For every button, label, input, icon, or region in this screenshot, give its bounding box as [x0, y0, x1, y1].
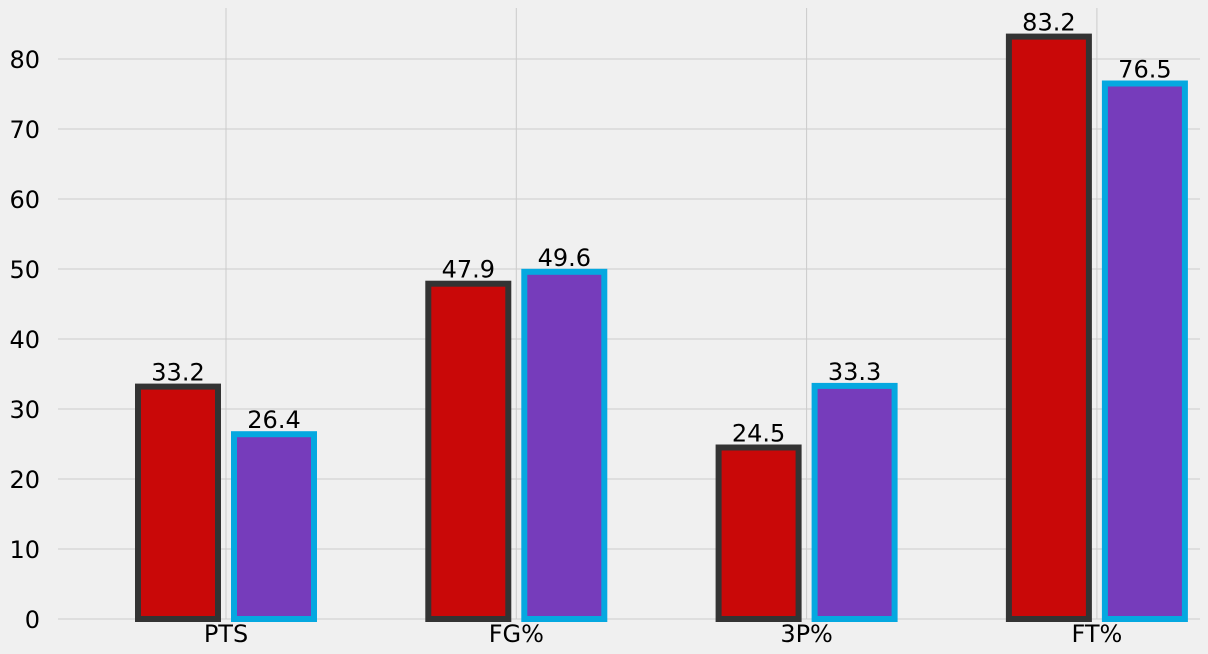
- bar-3p-pct-series-2: [811, 382, 898, 622]
- data-label: 33.3: [828, 358, 881, 386]
- bar-ft-pct-series-1: [1005, 33, 1092, 623]
- y-tick-label: 60: [9, 186, 40, 214]
- bar-ft-pct-series-2: [1101, 80, 1188, 622]
- data-label: 47.9: [442, 256, 495, 284]
- x-tick-label: PTS: [204, 620, 248, 648]
- bars: [135, 33, 1188, 623]
- y-tick-label: 40: [9, 326, 40, 354]
- data-label: 24.5: [732, 420, 785, 448]
- x-tick-label: FG%: [489, 620, 544, 648]
- y-tick-label: 30: [9, 396, 40, 424]
- y-tick-label: 50: [9, 256, 40, 284]
- y-axis-ticks: 0 10 20 30 40 50 60 70 80: [9, 46, 40, 634]
- y-tick-label: 10: [9, 536, 40, 564]
- x-tick-label: 3P%: [780, 620, 833, 648]
- y-tick-label: 0: [25, 606, 40, 634]
- bar-fg-pct-series-2: [521, 268, 608, 622]
- x-tick-label: FT%: [1071, 620, 1122, 648]
- data-label: 33.2: [151, 359, 204, 387]
- bar-pts-series-1: [135, 383, 221, 622]
- y-tick-label: 20: [9, 466, 40, 494]
- x-axis-ticks: PTS FG% 3P% FT%: [204, 620, 1123, 648]
- bar-pts-series-2: [231, 431, 317, 623]
- data-label: 76.5: [1118, 56, 1171, 84]
- data-label: 83.2: [1022, 9, 1075, 37]
- y-tick-label: 70: [9, 116, 40, 144]
- y-tick-label: 80: [9, 46, 40, 74]
- bar-fg-pct-series-1: [425, 280, 512, 622]
- data-label: 26.4: [247, 406, 300, 434]
- data-label: 49.6: [538, 244, 591, 272]
- bar-3p-pct-series-1: [715, 444, 802, 622]
- data-labels: 33.2 47.9 24.5 83.2 26.4 49.6 33.3 76.5: [151, 9, 1171, 448]
